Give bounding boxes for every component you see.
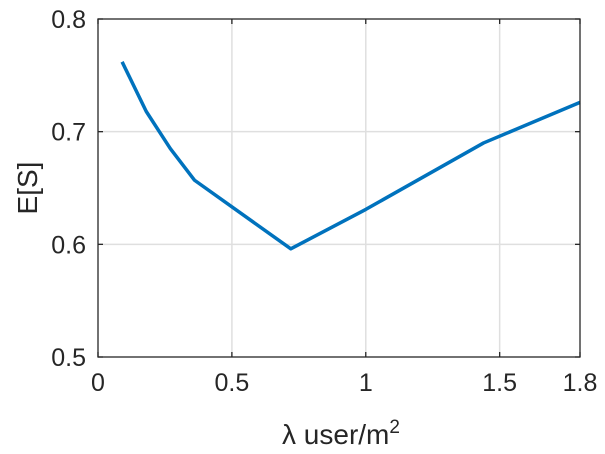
series-layer xyxy=(120,61,581,251)
axes-box xyxy=(97,18,581,358)
grid-lines xyxy=(98,19,580,357)
x-axis-label: λ user/m2 xyxy=(282,417,400,450)
y-tick-label: 0.8 xyxy=(51,6,86,34)
tick-marks xyxy=(97,18,581,358)
x-tick-label: 0 xyxy=(91,369,105,397)
x-axis-label-text: λ user/m xyxy=(282,419,389,450)
x-tick-label: 0.5 xyxy=(215,369,250,397)
x-tick-label: 1 xyxy=(359,369,373,397)
y-tick-label: 0.7 xyxy=(51,119,86,147)
x-axis-label-superscript: 2 xyxy=(389,417,400,438)
y-tick-label: 0.6 xyxy=(51,231,86,259)
x-tick-label: 1.5 xyxy=(482,369,517,397)
series-line xyxy=(120,61,581,251)
y-axis-label: E[S] xyxy=(12,162,43,215)
y-tick-label: 0.5 xyxy=(51,344,86,372)
x-tick-labels: 0 0.5 1 1.5 1.8 xyxy=(91,369,597,397)
x-tick-label: 1.8 xyxy=(563,369,598,397)
y-tick-labels: 0.5 0.6 0.7 0.8 xyxy=(51,6,86,372)
